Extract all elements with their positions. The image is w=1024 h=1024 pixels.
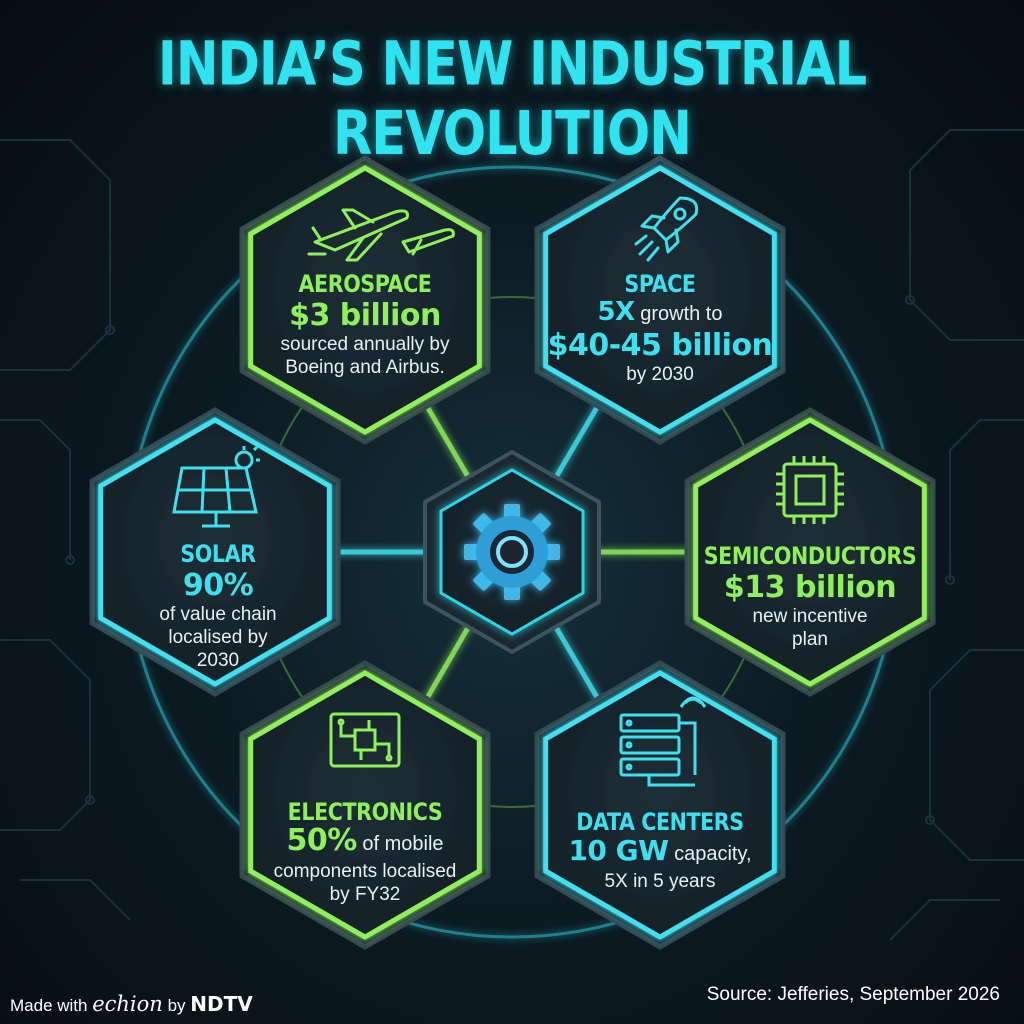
rocket-icon <box>634 196 699 262</box>
card-highlight: 10 GW <box>568 834 669 867</box>
card-text-line: sourced annually by <box>280 334 450 355</box>
echion-logo: echion <box>92 992 163 1016</box>
card-electronics: ELECTRONICS 50% of mobile components loc… <box>225 798 505 906</box>
circuit-board-icon <box>329 712 401 768</box>
card-highlight-text: of mobile <box>356 833 444 855</box>
card-text-line: 2030 <box>196 650 240 671</box>
card-highlight: $40-45 billion <box>547 328 773 363</box>
card-data-centers: DATA CENTERS 10 GW capacity, 5X in 5 yea… <box>520 808 800 893</box>
card-text-line: localised by <box>168 627 268 648</box>
card-solar: SOLAR 90% of value chain localised by 20… <box>78 540 358 672</box>
gear-icon <box>464 504 560 600</box>
card-aerospace: AEROSPACE $3 billion sourced annually by… <box>225 270 505 379</box>
by-label: by <box>167 996 186 1015</box>
card-semiconductors: SEMICONDUCTORS $13 billion new incentive… <box>670 542 950 651</box>
hexagon-semiconductors <box>684 407 936 697</box>
card-text-line: components localised <box>273 861 457 882</box>
made-with-label: Made with <box>10 996 88 1015</box>
card-title: ELECTRONICS <box>287 798 443 826</box>
card-highlight: 50% <box>286 823 357 858</box>
card-space: SPACE 5X growth to $40-45 billion by 203… <box>520 270 800 386</box>
card-prefix-text: growth to <box>634 303 723 325</box>
airplane-icon <box>307 208 455 262</box>
hexagon-solar <box>89 407 341 697</box>
card-title: DATA CENTERS <box>576 808 744 836</box>
sector-hexagons <box>89 155 936 950</box>
server-rack-icon <box>619 696 707 787</box>
card-text-line: by FY32 <box>329 884 401 905</box>
hexagon-aerospace <box>239 155 491 445</box>
hexagon-data-centers <box>534 660 786 950</box>
card-text-line: of value chain <box>159 604 277 625</box>
card-highlight: $3 billion <box>289 298 441 333</box>
card-text-line: 5X in 5 years <box>604 871 716 892</box>
card-title: AEROSPACE <box>298 270 432 298</box>
card-prefix: 5X <box>597 297 636 327</box>
card-text-line: new incentive <box>752 606 868 627</box>
card-text-line: by 2030 <box>626 364 694 385</box>
made-with-credit: Made with echion by NDTV <box>10 992 253 1016</box>
hexagon-space <box>534 155 786 445</box>
card-title: SEMICONDUCTORS <box>703 542 917 570</box>
ndtv-logo: NDTV <box>190 992 253 1016</box>
hexagon-electronics <box>239 660 491 950</box>
background-circuit-traces <box>0 129 1024 941</box>
source-note: Source: Jefferies, September 2026 <box>706 984 1000 1005</box>
card-title: SOLAR <box>180 540 256 568</box>
card-highlight: $13 billion <box>723 570 897 605</box>
page-title: INDIA’S NEW INDUSTRIAL REVOLUTION <box>157 30 867 170</box>
chip-icon <box>776 456 844 524</box>
solar-panel-icon <box>172 445 260 528</box>
card-title: SPACE <box>624 270 696 298</box>
card-text-line: Boeing and Airbus. <box>285 357 445 378</box>
card-text-line: plan <box>792 629 828 650</box>
card-highlight-text: capacity, <box>668 843 752 865</box>
card-highlight: 90% <box>182 568 254 603</box>
